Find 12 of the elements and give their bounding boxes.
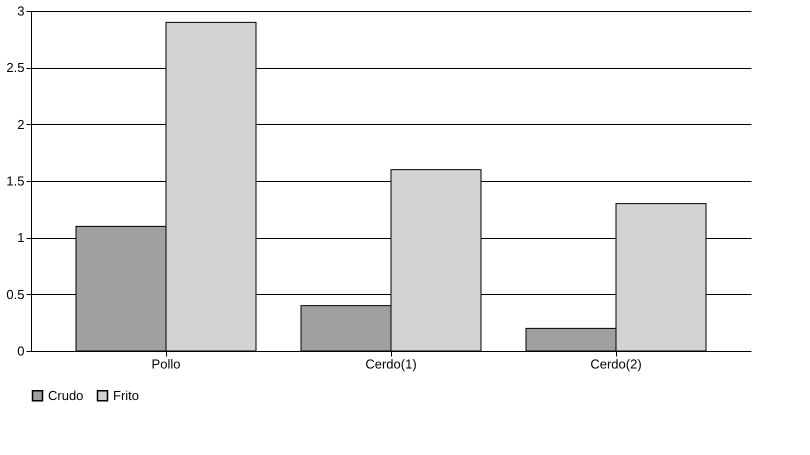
x-tick-label: Cerdo(2) — [590, 356, 642, 372]
y-tick-label: 0.5 — [6, 286, 24, 302]
legend-label: Frito — [113, 388, 139, 403]
y-tick-label: 1.5 — [6, 174, 24, 188]
legend-label: Crudo — [48, 388, 84, 403]
y-tick-label: 1 — [17, 230, 24, 246]
x-tick-label: Pollo — [152, 356, 180, 372]
x-tick-label: Cerdo(1) — [365, 356, 417, 372]
y-tick-label: 2 — [17, 116, 24, 132]
y-tick-label: 3 — [17, 4, 24, 18]
y-tick-label: 0 — [17, 344, 24, 358]
y-tick-label: 2.5 — [6, 60, 24, 76]
